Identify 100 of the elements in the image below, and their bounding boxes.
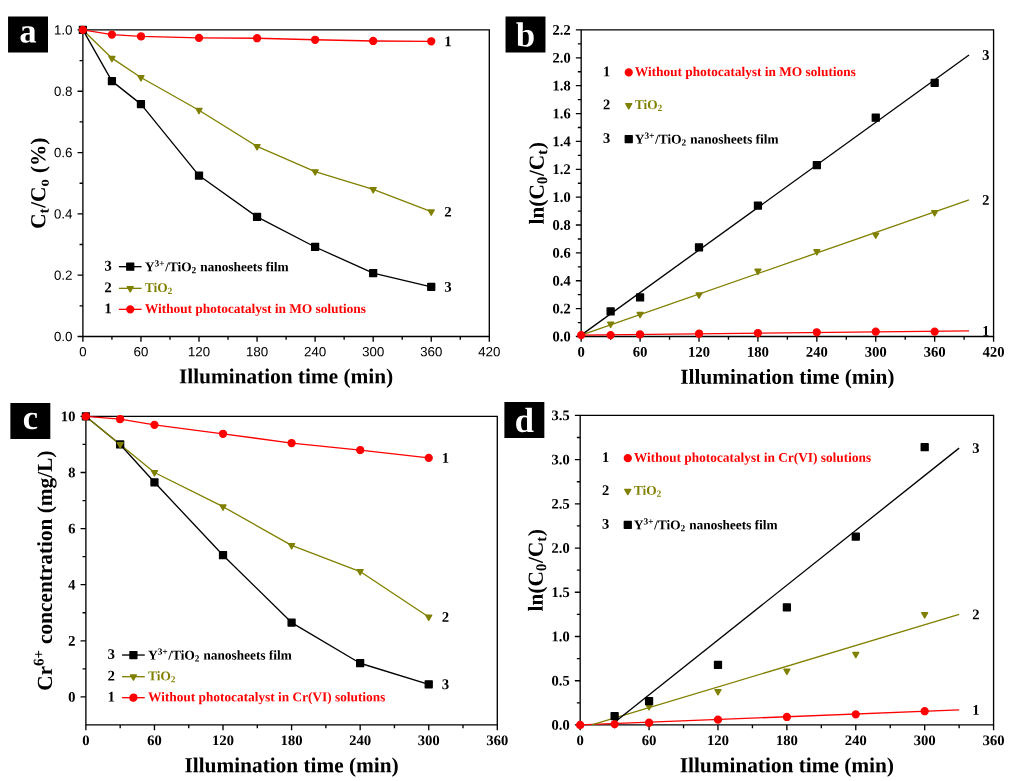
annotation: 3 bbox=[442, 679, 449, 690]
x-tick-label: 240 bbox=[806, 346, 828, 357]
y-tick-label: 3.5 bbox=[551, 410, 570, 421]
annotation: 2 bbox=[108, 670, 115, 681]
y-tick-label: 2.0 bbox=[552, 542, 570, 553]
chart-title: d bbox=[516, 407, 534, 433]
x-tick-label: 300 bbox=[362, 346, 384, 357]
y-tick-label: 2.5 bbox=[552, 498, 570, 509]
legend-label: Y$^{3+}$/TiO$_{2}$ nanosheets film bbox=[634, 518, 778, 532]
annotation: 3 bbox=[602, 518, 609, 529]
x-axis-title: Illumination time (min) bbox=[680, 368, 894, 389]
legend-label: TiO$_{2}$ bbox=[635, 99, 662, 111]
annotation: 3 bbox=[104, 260, 112, 271]
y-tick-label: 0.4 bbox=[553, 275, 571, 286]
annotation: 1 bbox=[108, 691, 115, 702]
y-tick-label: 0.0 bbox=[54, 331, 72, 342]
x-tick-label: 360 bbox=[983, 735, 1004, 746]
annotation: 3 bbox=[108, 649, 115, 659]
y-tick-label: 0.8 bbox=[553, 219, 571, 230]
y-tick-label: 0 bbox=[68, 691, 75, 702]
x-tick-label: 0 bbox=[79, 346, 87, 357]
annotation: 2 bbox=[972, 609, 979, 620]
legend-label: TiO$_{2}$ bbox=[145, 282, 172, 294]
x-tick-label: 240 bbox=[349, 735, 371, 746]
x-tick-label: 420 bbox=[478, 346, 500, 357]
y-tick-label: 1.5 bbox=[552, 587, 570, 598]
y-tick-label: 10 bbox=[61, 411, 75, 422]
x-tick-label: 360 bbox=[420, 346, 442, 357]
x-tick-label: 0 bbox=[578, 346, 585, 357]
y-tick-label: 0.0 bbox=[553, 331, 571, 342]
x-tick-label: 60 bbox=[633, 346, 647, 357]
annotation: 2 bbox=[603, 99, 610, 110]
annotation: 1 bbox=[973, 704, 979, 715]
legend-label: Without photocatalyst in MO solutions bbox=[145, 303, 366, 316]
y-tick-label: 0.2 bbox=[553, 303, 571, 314]
annotation: 3 bbox=[972, 443, 980, 453]
legend-label: Without photocatalyst in Cr(VI) solutions bbox=[634, 452, 871, 465]
y-tick-label: 2.0 bbox=[553, 52, 571, 63]
x-tick-label: 120 bbox=[689, 346, 710, 357]
legend-label: Y$^{3+}$/TiO$_{2}$ nanosheets film bbox=[635, 132, 779, 146]
x-tick-label: 300 bbox=[865, 346, 887, 357]
y-tick-label: 8 bbox=[68, 467, 75, 478]
x-tick-label: 300 bbox=[418, 735, 440, 746]
annotation: 2 bbox=[982, 195, 989, 205]
y-tick-label: 0.8 bbox=[54, 86, 72, 96]
annotation: 2 bbox=[442, 612, 449, 622]
x-tick-label: 0 bbox=[82, 735, 89, 746]
y-tick-label: 3.0 bbox=[551, 454, 570, 465]
y-axis-title: C$_{t}$/C$_{o}$ (%) bbox=[30, 138, 50, 228]
x-axis-title: Illumination time (min) bbox=[680, 757, 894, 777]
x-tick-label: 360 bbox=[486, 735, 508, 746]
y-tick-label: 0.5 bbox=[552, 675, 570, 686]
annotation: 2 bbox=[602, 485, 609, 495]
y-axis-title: ln(C$_{0}$/C$_{t}$) bbox=[527, 529, 548, 611]
legend-label: TiO$_{2}$ bbox=[148, 670, 176, 683]
x-tick-label: 120 bbox=[213, 735, 234, 746]
annotation: 1 bbox=[105, 303, 111, 314]
x-tick-label: 60 bbox=[642, 735, 656, 746]
y-tick-label: 1.0 bbox=[553, 192, 571, 203]
legend-label: Without photocatalyst in MO solutions bbox=[635, 66, 856, 79]
x-tick-label: 180 bbox=[777, 735, 798, 746]
y-tick-label: 0.2 bbox=[54, 270, 72, 280]
y-tick-label: 0.0 bbox=[552, 719, 570, 730]
x-tick-label: 0 bbox=[577, 735, 584, 746]
y-axis-title: Cr$^{6+}$ concentration (mg/L) bbox=[33, 451, 57, 690]
y-axis-title: ln(C$_{0}$/C$_{t}$) bbox=[528, 142, 549, 224]
chart-title: c bbox=[23, 412, 38, 430]
x-tick-label: 60 bbox=[134, 346, 148, 357]
annotation: 1 bbox=[442, 452, 449, 463]
x-tick-label: 180 bbox=[246, 346, 268, 357]
annotation: 1 bbox=[983, 325, 989, 336]
x-tick-label: 180 bbox=[748, 346, 769, 357]
annotation: 1 bbox=[604, 66, 610, 77]
x-axis-title: Illumination time (min) bbox=[185, 757, 398, 777]
annotation: 1 bbox=[445, 36, 451, 47]
legend-label: TiO$_{2}$ bbox=[634, 485, 661, 497]
x-tick-label: 120 bbox=[188, 346, 210, 357]
x-tick-label: 60 bbox=[147, 735, 162, 746]
x-tick-label: 420 bbox=[982, 346, 1004, 357]
x-tick-label: 240 bbox=[845, 735, 867, 746]
x-tick-label: 180 bbox=[281, 735, 303, 746]
y-tick-label: 1.8 bbox=[553, 80, 571, 91]
x-tick-label: 360 bbox=[924, 346, 946, 357]
legend-label: Y$^{3+}$/TiO$_{2}$ nanosheets film bbox=[148, 648, 292, 662]
x-tick-label: 300 bbox=[914, 735, 936, 746]
y-tick-label: 1.0 bbox=[552, 631, 570, 642]
chart-title: a bbox=[20, 26, 37, 43]
y-tick-label: 2 bbox=[68, 635, 75, 646]
annotation: 3 bbox=[603, 133, 610, 143]
annotation: 2 bbox=[444, 206, 452, 217]
y-tick-label: 1.2 bbox=[553, 164, 571, 175]
legend-label: Without photocatalyst in Cr(VI) solutions bbox=[148, 691, 385, 705]
y-tick-label: 0.6 bbox=[54, 147, 72, 158]
annotation: 2 bbox=[105, 282, 112, 293]
y-tick-label: 1.0 bbox=[54, 25, 72, 35]
y-tick-label: 1.4 bbox=[553, 136, 571, 147]
y-tick-label: 6 bbox=[68, 523, 76, 534]
y-tick-label: 1.6 bbox=[553, 108, 571, 119]
x-tick-label: 240 bbox=[304, 346, 326, 357]
chart-title: b bbox=[516, 22, 534, 47]
